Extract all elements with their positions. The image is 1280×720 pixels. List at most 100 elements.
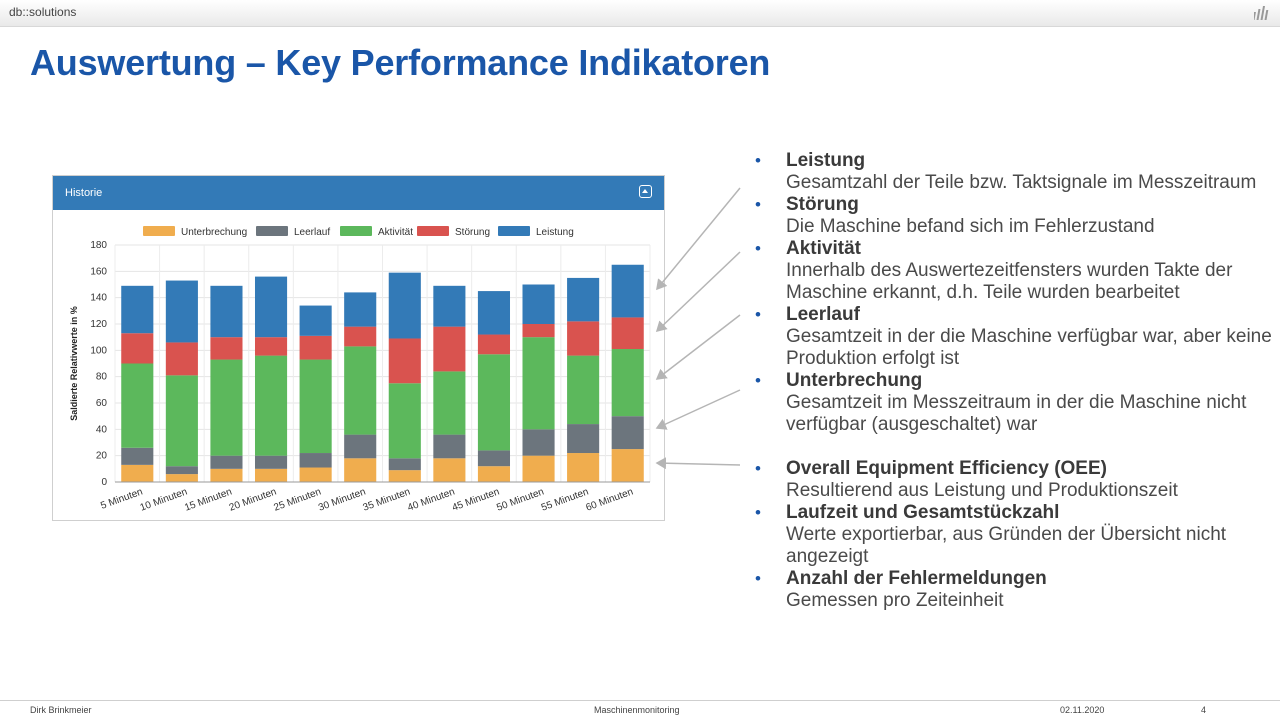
bar-segment	[611, 449, 644, 482]
bullet-item: • Unterbrechung Gesamtzeit im Messzeitraum…	[752, 370, 1272, 436]
bullet-title: Anzahl der Fehlermeldungen	[786, 568, 1047, 589]
bar-segment	[567, 277, 600, 322]
bullet-title: Unterbrechung	[786, 370, 923, 391]
bar-segment	[210, 359, 243, 456]
bar-segment	[477, 334, 511, 355]
bullet-title: Aktivität	[786, 238, 861, 259]
bar-segment	[254, 276, 288, 338]
bar-segment	[254, 355, 288, 456]
bar-segment	[522, 429, 555, 456]
bar-segment	[344, 346, 377, 435]
footer-date: 02.11.2020	[1060, 705, 1105, 715]
bar-segment	[388, 383, 421, 459]
arrow-unterbrechung	[655, 457, 741, 470]
y-tick-label: 180	[90, 240, 107, 251]
chevron-up-icon[interactable]	[639, 185, 652, 198]
bar-segment	[433, 434, 466, 459]
arrow-leistung	[656, 187, 741, 291]
bar-segment	[477, 466, 511, 482]
bar-segment	[299, 305, 332, 336]
bullet-item: • Overall Equipment Efficiency (OEE) Resul…	[752, 458, 1272, 502]
y-tick-label: 120	[90, 319, 107, 330]
bar-segment	[388, 470, 421, 482]
bar-segment	[344, 458, 377, 482]
y-axis-label: Saldierte Relativwerte in %	[69, 306, 79, 421]
bullet-item: • Leistung Gesamtzahl der Teile bzw. Takts…	[752, 150, 1272, 194]
bar-segment	[299, 453, 332, 468]
legend-swatch	[340, 226, 372, 236]
widget-header: Historie	[53, 176, 664, 210]
bar-segment	[165, 466, 198, 475]
arrow-aktivitaet	[655, 314, 741, 380]
stacked-bar-chart: 0 20 40 60 80 100 120 140 160 180 Saldierte Relati…	[69, 226, 651, 514]
brand-name: db::solutions	[9, 5, 77, 19]
y-tick-label: 0	[101, 477, 107, 488]
bullet-item: • Anzahl der Fehlermeldungen Gemessen pro …	[752, 568, 1272, 612]
bar-segment	[165, 474, 198, 482]
legend-swatch	[256, 226, 288, 236]
bar-segment	[121, 285, 154, 334]
footer-author: Dirk Brinkmeier	[30, 705, 92, 715]
bullet-icon: •	[755, 305, 761, 324]
bullet-item: • Laufzeit und Gesamtstückzahl Werte expor…	[752, 502, 1272, 568]
bar-segment	[567, 321, 600, 356]
bar-segment	[121, 464, 154, 482]
bar-segment	[344, 326, 377, 347]
bar-segment	[477, 354, 511, 451]
bar-segment	[299, 335, 332, 360]
legend-label: Störung	[455, 227, 490, 238]
bar-segment	[433, 458, 466, 482]
bullet-item: • Leerlauf Gesamtzeit in der die Maschine …	[752, 304, 1272, 370]
bar-segment	[522, 455, 555, 482]
footer-divider	[0, 700, 1280, 701]
y-tick-label: 40	[96, 424, 108, 435]
bullet-item: • Aktivität Innerhalb des Auswertezeitfens…	[752, 238, 1272, 304]
legend-swatch	[498, 226, 530, 236]
bar-segment	[210, 337, 243, 360]
bar-segment	[388, 458, 421, 471]
bar-segment	[121, 363, 154, 448]
bar-segment	[433, 371, 466, 435]
widget-title: Historie	[65, 187, 103, 199]
slide-title: Auswertung – Key Performance Indikatoren	[30, 42, 771, 83]
bar-segment	[121, 333, 154, 364]
bullet-icon: •	[755, 459, 761, 478]
bar-segment	[299, 359, 332, 454]
bar-segment	[567, 424, 600, 454]
bar-segment	[388, 272, 421, 339]
bar-segment	[477, 291, 511, 335]
legend-label: Leistung	[536, 227, 574, 238]
bar-segment	[522, 337, 555, 430]
y-tick-label: 60	[96, 398, 108, 409]
bar-segment	[522, 324, 555, 338]
legend-swatch	[417, 226, 449, 236]
bar-segment	[344, 292, 377, 327]
y-tick-label: 100	[90, 345, 107, 356]
bar-segment	[299, 467, 332, 482]
bullet-icon: •	[755, 151, 761, 170]
bar-segment	[611, 416, 644, 450]
bar-segment	[210, 455, 243, 469]
bullet-desc: Gemessen pro Zeiteinheit	[786, 590, 1004, 611]
bullet-icon: •	[755, 239, 761, 258]
bar-segment	[344, 434, 377, 459]
bar-segment	[121, 447, 154, 465]
bar-segment	[433, 285, 466, 327]
bullet-item: • Störung Die Maschine befand sich im Fehl…	[752, 194, 1272, 238]
top-bar: db::solutions	[0, 0, 1280, 27]
bullet-title: Störung	[786, 194, 859, 215]
y-tick-label: 20	[96, 451, 108, 462]
legend-label: Aktivität	[378, 227, 413, 238]
bullet-desc: Gesamtzeit in der die Maschine verfügbar…	[786, 326, 1272, 369]
arrow-stoerung	[655, 251, 741, 333]
bullet-icon: •	[755, 569, 761, 588]
bar-segment	[611, 317, 644, 350]
bar-segment	[165, 375, 198, 467]
bullet-desc: Gesamtzahl der Teile bzw. Taktsignale im…	[786, 172, 1257, 193]
bar-segment	[433, 326, 466, 372]
bar-segment	[611, 264, 644, 318]
arrow-leerlauf	[655, 389, 741, 430]
bullet-icon: •	[755, 503, 761, 522]
bullet-title: Leistung	[786, 150, 866, 171]
